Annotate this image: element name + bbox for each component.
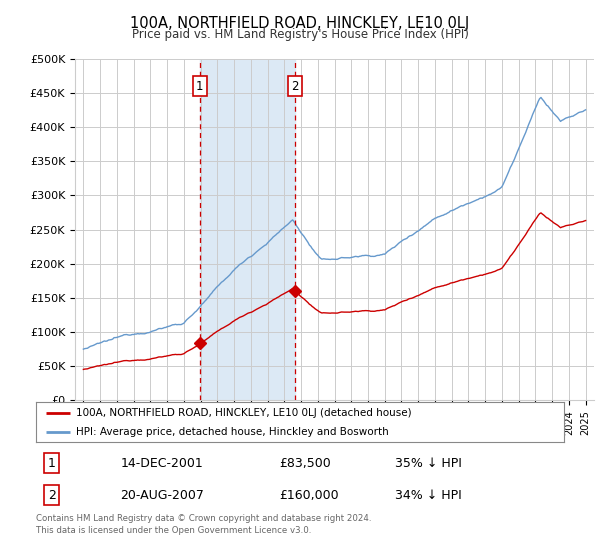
Bar xyxy=(200,59,295,400)
Text: £83,500: £83,500 xyxy=(279,457,331,470)
Text: 100A, NORTHFIELD ROAD, HINCKLEY, LE10 0LJ (detached house): 100A, NORTHFIELD ROAD, HINCKLEY, LE10 0L… xyxy=(76,408,411,418)
Text: HPI: Average price, detached house, Hinckley and Bosworth: HPI: Average price, detached house, Hinc… xyxy=(76,427,388,437)
Text: 2: 2 xyxy=(48,489,56,502)
Text: 100A, NORTHFIELD ROAD, HINCKLEY, LE10 0LJ: 100A, NORTHFIELD ROAD, HINCKLEY, LE10 0L… xyxy=(130,16,470,31)
Text: 14-DEC-2001: 14-DEC-2001 xyxy=(121,457,203,470)
Text: 20-AUG-2007: 20-AUG-2007 xyxy=(121,489,205,502)
Text: 2: 2 xyxy=(291,80,299,92)
Text: 1: 1 xyxy=(196,80,203,92)
Text: 34% ↓ HPI: 34% ↓ HPI xyxy=(395,489,462,502)
Text: 35% ↓ HPI: 35% ↓ HPI xyxy=(395,457,462,470)
Text: £160,000: £160,000 xyxy=(279,489,338,502)
Text: 1: 1 xyxy=(48,457,56,470)
Text: Price paid vs. HM Land Registry's House Price Index (HPI): Price paid vs. HM Land Registry's House … xyxy=(131,28,469,41)
Text: Contains HM Land Registry data © Crown copyright and database right 2024.
This d: Contains HM Land Registry data © Crown c… xyxy=(36,514,371,535)
